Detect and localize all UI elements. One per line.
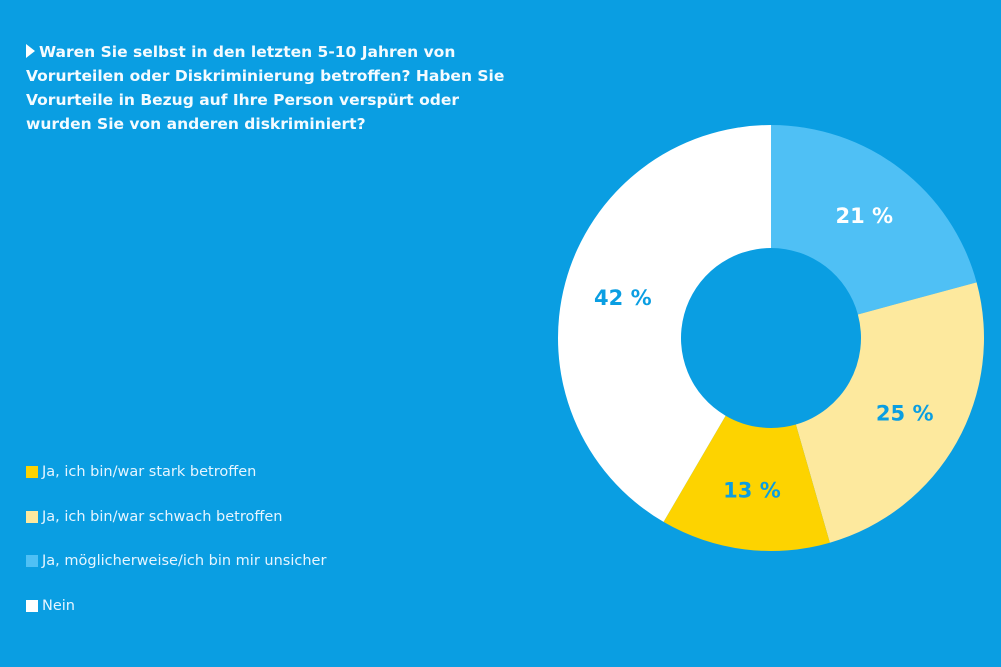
legend-item: Nein [26,595,326,617]
chart-title-text: Waren Sie selbst in den letzten 5-10 Jah… [26,43,505,133]
legend-label: Nein [42,597,75,614]
slice-value-label: 21 % [835,204,893,228]
legend-label: Ja, ich bin/war schwach betroffen [42,508,283,525]
triangle-bullet-icon [26,44,35,58]
slice-value-label: 25 % [876,401,934,425]
slice-value-label: 42 % [594,286,652,310]
legend-item: Ja, ich bin/war schwach betroffen [26,506,326,528]
legend-label: Ja, ich bin/war stark betroffen [42,464,257,480]
legend-swatch [26,555,38,567]
donut-slice-0 [771,125,977,315]
legend-item: Ja, möglicherweise/ich bin mir unsicher [26,550,326,572]
slice-value-label: 13 % [723,478,781,502]
chart-title: Waren Sie selbst in den letzten 5-10 Jah… [26,40,506,136]
legend-swatch [26,510,38,523]
legend-swatch [26,599,38,612]
legend-swatch [26,466,38,478]
legend-item: Ja, ich bin/war stark betroffen [26,461,326,483]
donut-slice-2 [663,415,830,551]
legend-label: Ja, möglicherweise/ich bin mir unsicher [42,553,327,569]
legend: Ja, ich bin/war stark betroffen Ja, ich b… [26,461,326,639]
donut-slice-1 [795,282,984,543]
donut-slice-3 [558,125,771,522]
